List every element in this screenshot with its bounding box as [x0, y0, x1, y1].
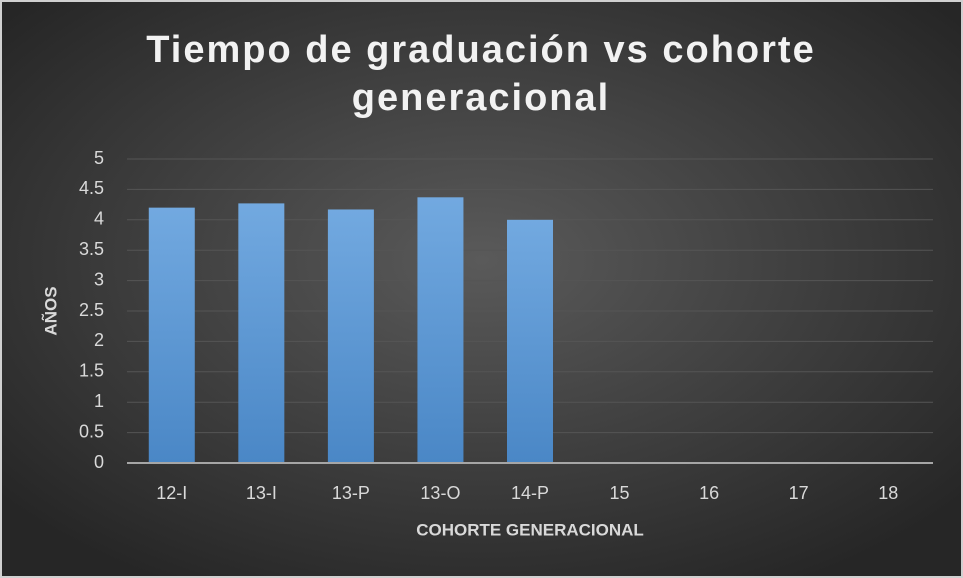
- x-tick-label: 12-I: [156, 483, 187, 503]
- x-tick-label: 17: [789, 483, 809, 503]
- y-tick-label: 1.5: [79, 361, 104, 381]
- y-tick-label: 0.5: [79, 421, 104, 441]
- y-tick-label: 4.5: [79, 178, 104, 198]
- y-tick-label: 3: [94, 269, 104, 289]
- y-tick-label: 2: [94, 330, 104, 350]
- y-tick-label: 4: [94, 209, 104, 229]
- x-tick-label: 15: [610, 483, 630, 503]
- y-tick-label: 2.5: [79, 300, 104, 320]
- x-tick-label: 13-I: [246, 483, 277, 503]
- y-tick-label: 3.5: [79, 239, 104, 259]
- bar: [417, 197, 464, 463]
- bar: [507, 219, 553, 463]
- y-tick-label: 5: [94, 148, 104, 168]
- x-tick-label: 13-O: [420, 483, 460, 503]
- x-tick-label: 18: [878, 483, 898, 503]
- y-tick-label: 1: [94, 391, 104, 411]
- x-tick-label: 13-P: [332, 483, 370, 503]
- bar: [148, 207, 195, 463]
- x-tick-label: 14-P: [511, 483, 549, 503]
- bar: [238, 203, 285, 463]
- y-tick-label: 0: [94, 452, 104, 472]
- chart-title: Tiempo de graduación vs cohorte generaci…: [146, 29, 816, 119]
- y-axis-label: AÑOS: [40, 286, 60, 335]
- x-tick-label: 16: [699, 483, 719, 503]
- bar: [327, 209, 374, 463]
- x-axis-label: COHORTE GENERACIONAL: [416, 520, 644, 539]
